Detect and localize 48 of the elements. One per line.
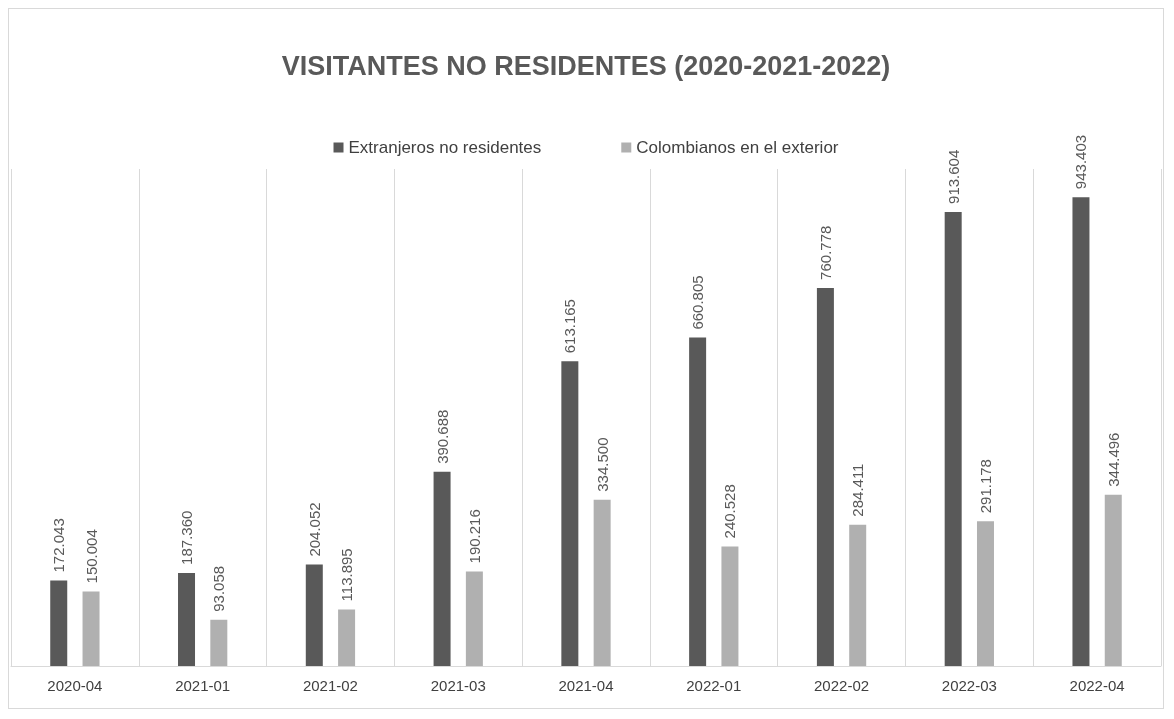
bar <box>689 337 707 666</box>
bar <box>721 546 739 666</box>
data-label: 284.411 <box>849 463 867 517</box>
bar <box>816 287 834 666</box>
bar <box>338 609 356 666</box>
x-tick-label: 2021-02 <box>302 677 358 694</box>
bar <box>1072 197 1090 666</box>
data-label: 913.604 <box>944 149 962 204</box>
x-tick-label: 2021-04 <box>558 677 614 694</box>
data-label: 660.805 <box>689 275 707 330</box>
data-label: 240.528 <box>721 484 739 539</box>
data-label: 291.178 <box>976 459 994 514</box>
legend-label: Colombianos en el exterior <box>636 138 839 157</box>
data-label: 943.403 <box>1072 134 1090 190</box>
bar <box>976 521 994 666</box>
data-label: 390.688 <box>433 409 451 464</box>
data-label: 613.165 <box>561 299 579 354</box>
data-label: 760.778 <box>816 225 834 280</box>
data-label: 344.496 <box>1104 432 1122 487</box>
bar <box>82 591 100 666</box>
x-tick-label: 2022-04 <box>1069 677 1125 694</box>
bar <box>178 572 196 666</box>
data-label: 204.052 <box>305 502 323 557</box>
x-tick-label: 2022-03 <box>941 677 997 694</box>
x-tick-label: 2020-04 <box>47 677 103 694</box>
x-tick-label: 2022-01 <box>686 677 742 694</box>
data-label: 172.043 <box>50 518 68 573</box>
x-tick-label: 2021-01 <box>175 677 231 694</box>
x-tick-label: 2022-02 <box>814 677 870 694</box>
bar <box>210 619 228 666</box>
bar <box>593 499 611 666</box>
bar <box>1104 494 1122 666</box>
x-tick-label: 2021-03 <box>430 677 486 694</box>
data-label: 150.004 <box>82 529 100 584</box>
bar <box>465 571 483 666</box>
data-label: 93.058 <box>210 565 228 612</box>
legend-label: Extranjeros no residentes <box>348 138 542 157</box>
bar <box>305 564 323 666</box>
bar <box>561 361 579 666</box>
data-label: 334.500 <box>593 437 611 492</box>
bar <box>849 524 867 666</box>
data-label: 190.216 <box>465 509 483 564</box>
bar <box>433 471 451 666</box>
chart-title: VISITANTES NO RESIDENTES (2020-2021-2022) <box>281 50 891 81</box>
data-label: 187.360 <box>178 510 196 565</box>
bar <box>944 211 962 666</box>
data-label: 113.895 <box>338 548 356 602</box>
bar <box>50 580 68 666</box>
